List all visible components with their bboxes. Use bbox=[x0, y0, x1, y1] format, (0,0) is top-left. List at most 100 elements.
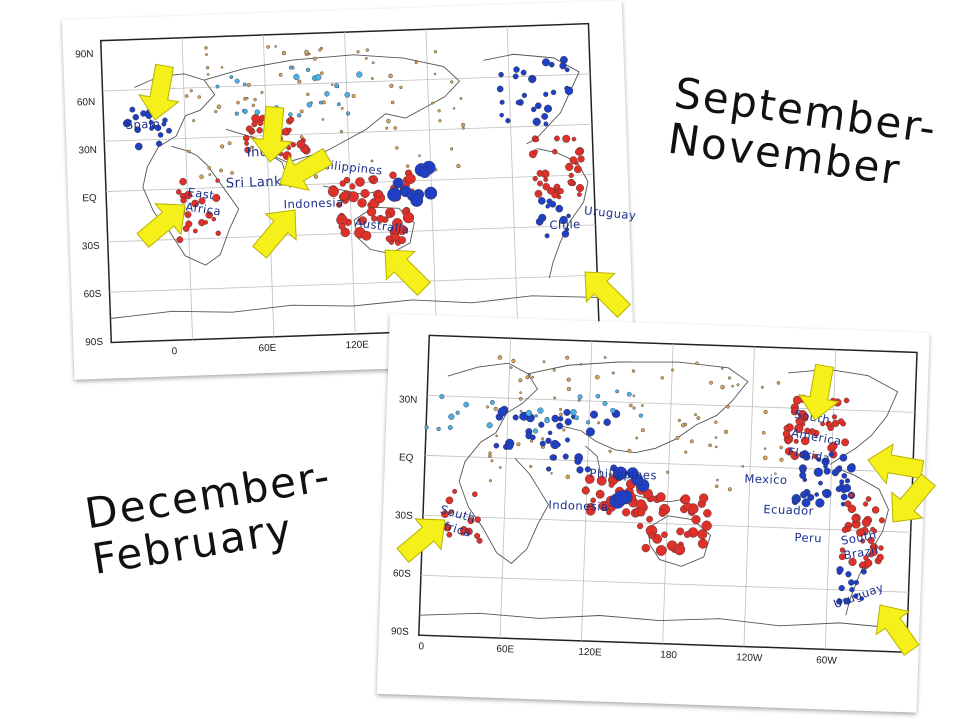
station-dot bbox=[671, 368, 675, 372]
station-dot bbox=[287, 127, 292, 133]
station-dot bbox=[242, 108, 248, 114]
station-dot bbox=[459, 97, 463, 100]
station-dot bbox=[552, 368, 556, 372]
station-dot bbox=[666, 470, 670, 474]
station-dot bbox=[635, 436, 639, 440]
station-dot bbox=[512, 414, 519, 421]
station-dot bbox=[844, 597, 851, 605]
station-dot bbox=[779, 457, 784, 462]
station-dot bbox=[336, 201, 343, 208]
station-dot bbox=[360, 189, 370, 199]
station-dot bbox=[528, 373, 532, 377]
station-dot bbox=[287, 116, 295, 123]
station-dot bbox=[343, 176, 351, 184]
station-dot bbox=[723, 429, 729, 434]
station-dot bbox=[699, 493, 709, 503]
station-dot bbox=[474, 516, 481, 523]
station-dot bbox=[246, 96, 249, 100]
station-dot bbox=[184, 94, 189, 98]
station-dot bbox=[531, 75, 536, 81]
station-dot bbox=[424, 425, 429, 430]
station-dot bbox=[636, 499, 647, 510]
station-dot bbox=[356, 50, 360, 54]
station-dot bbox=[559, 412, 563, 417]
label-mexico: Mexico bbox=[744, 471, 788, 487]
station-dot bbox=[870, 526, 876, 532]
station-dot bbox=[176, 236, 184, 244]
station-dot bbox=[807, 493, 815, 501]
station-dot bbox=[386, 212, 392, 219]
station-dot bbox=[358, 216, 367, 226]
station-dot bbox=[293, 73, 300, 81]
station-dot bbox=[410, 194, 424, 207]
station-dot bbox=[638, 413, 644, 418]
station-dot bbox=[534, 102, 542, 110]
station-dot bbox=[344, 92, 351, 98]
station-dot bbox=[545, 204, 550, 209]
station-dot bbox=[844, 478, 851, 484]
station-dot bbox=[791, 406, 798, 414]
station-dot bbox=[463, 401, 469, 408]
djf-lat-tick-3: 60S bbox=[392, 568, 411, 580]
station-dot bbox=[673, 543, 686, 556]
station-dot bbox=[498, 71, 504, 78]
station-dot bbox=[357, 198, 367, 208]
grid-line bbox=[662, 343, 674, 644]
station-dot bbox=[802, 477, 808, 482]
station-dot bbox=[831, 469, 839, 477]
station-dot bbox=[823, 467, 831, 475]
station-dot bbox=[212, 193, 221, 202]
station-dot bbox=[568, 172, 574, 179]
station-dot bbox=[577, 398, 581, 402]
station-dot bbox=[566, 213, 571, 219]
station-dot bbox=[763, 409, 768, 415]
station-dot bbox=[364, 57, 368, 60]
station-dot bbox=[859, 561, 866, 568]
station-dot bbox=[244, 141, 250, 146]
grid-line bbox=[499, 338, 511, 639]
station-dot bbox=[538, 213, 547, 222]
station-dot bbox=[424, 186, 438, 200]
station-dot bbox=[234, 111, 239, 116]
station-dot bbox=[519, 391, 522, 394]
station-dot bbox=[256, 127, 263, 134]
station-dot bbox=[220, 144, 225, 149]
station-dot bbox=[266, 45, 270, 49]
station-dot bbox=[841, 438, 849, 447]
station-dot bbox=[189, 89, 193, 93]
station-dot bbox=[680, 494, 691, 504]
station-dot bbox=[550, 472, 553, 475]
station-dot bbox=[366, 207, 377, 217]
station-dot bbox=[590, 497, 596, 504]
station-dot bbox=[646, 515, 653, 523]
station-dot bbox=[215, 84, 220, 89]
station-dot bbox=[602, 401, 608, 407]
station-dot bbox=[450, 147, 454, 151]
station-dot bbox=[833, 398, 842, 407]
station-dot bbox=[853, 593, 859, 599]
station-dot bbox=[356, 71, 363, 78]
station-dot bbox=[456, 163, 461, 169]
station-dot bbox=[818, 480, 823, 486]
son-lat-tick-3: EQ bbox=[82, 192, 97, 205]
station-dot bbox=[760, 385, 764, 389]
station-dot bbox=[199, 174, 204, 179]
station-dot bbox=[185, 220, 193, 228]
station-dot bbox=[878, 545, 884, 551]
station-dot bbox=[860, 538, 866, 544]
station-dot bbox=[848, 557, 857, 566]
station-dot bbox=[302, 165, 306, 169]
station-dot bbox=[192, 119, 196, 123]
station-dot bbox=[433, 50, 438, 54]
son-map-panel: 90N 60N 30N EQ 30S 60S 90S 0 60E 120E Sp… bbox=[62, 0, 637, 380]
station-dot bbox=[656, 492, 666, 502]
station-dot bbox=[841, 473, 848, 479]
station-dot bbox=[495, 434, 499, 438]
station-dot bbox=[774, 472, 777, 475]
label-peru: Peru bbox=[794, 530, 823, 546]
station-dot bbox=[433, 72, 437, 76]
station-dot bbox=[534, 414, 538, 418]
label-south-brazil: South Brazil bbox=[839, 527, 880, 563]
station-dot bbox=[585, 506, 596, 516]
station-dot bbox=[848, 579, 855, 586]
